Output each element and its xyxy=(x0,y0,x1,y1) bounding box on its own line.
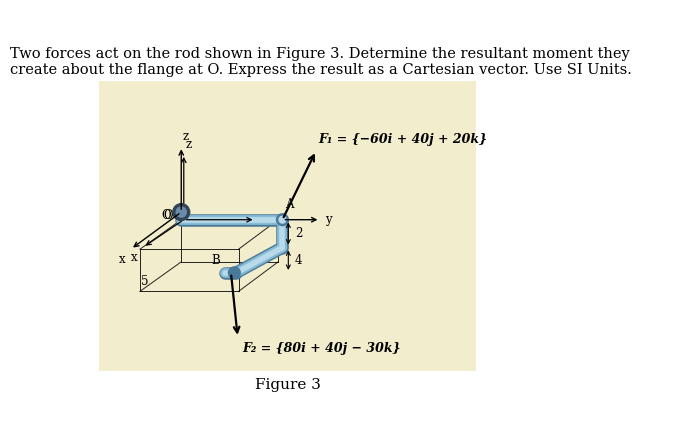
Text: 5: 5 xyxy=(141,274,149,287)
Text: y: y xyxy=(259,213,266,226)
Circle shape xyxy=(276,214,289,226)
Text: create about the flange at O. Express the result as a Cartesian vector. Use SI U: create about the flange at O. Express th… xyxy=(10,63,632,77)
Text: F₁ = {−60i + 40j + 20k}: F₁ = {−60i + 40j + 20k} xyxy=(318,133,488,146)
Text: B: B xyxy=(211,254,220,267)
Text: Two forces act on the rod shown in Figure 3. Determine the resultant moment they: Two forces act on the rod shown in Figur… xyxy=(10,47,630,61)
Text: A: A xyxy=(285,198,293,211)
Circle shape xyxy=(279,216,286,223)
Text: x: x xyxy=(131,251,138,264)
Text: 2: 2 xyxy=(295,227,302,240)
Text: F₂ = {80i + 40j − 30k}: F₂ = {80i + 40j − 30k} xyxy=(243,342,401,355)
Circle shape xyxy=(173,204,189,220)
Text: O: O xyxy=(163,209,173,222)
Circle shape xyxy=(176,207,186,217)
Text: x: x xyxy=(119,253,126,266)
Circle shape xyxy=(228,267,240,279)
Bar xyxy=(100,81,476,371)
Text: 4: 4 xyxy=(295,253,303,267)
Text: O: O xyxy=(162,209,171,222)
Text: z: z xyxy=(183,130,189,143)
Text: y: y xyxy=(325,213,331,226)
Text: z: z xyxy=(185,139,191,152)
Text: Figure 3: Figure 3 xyxy=(255,378,321,392)
